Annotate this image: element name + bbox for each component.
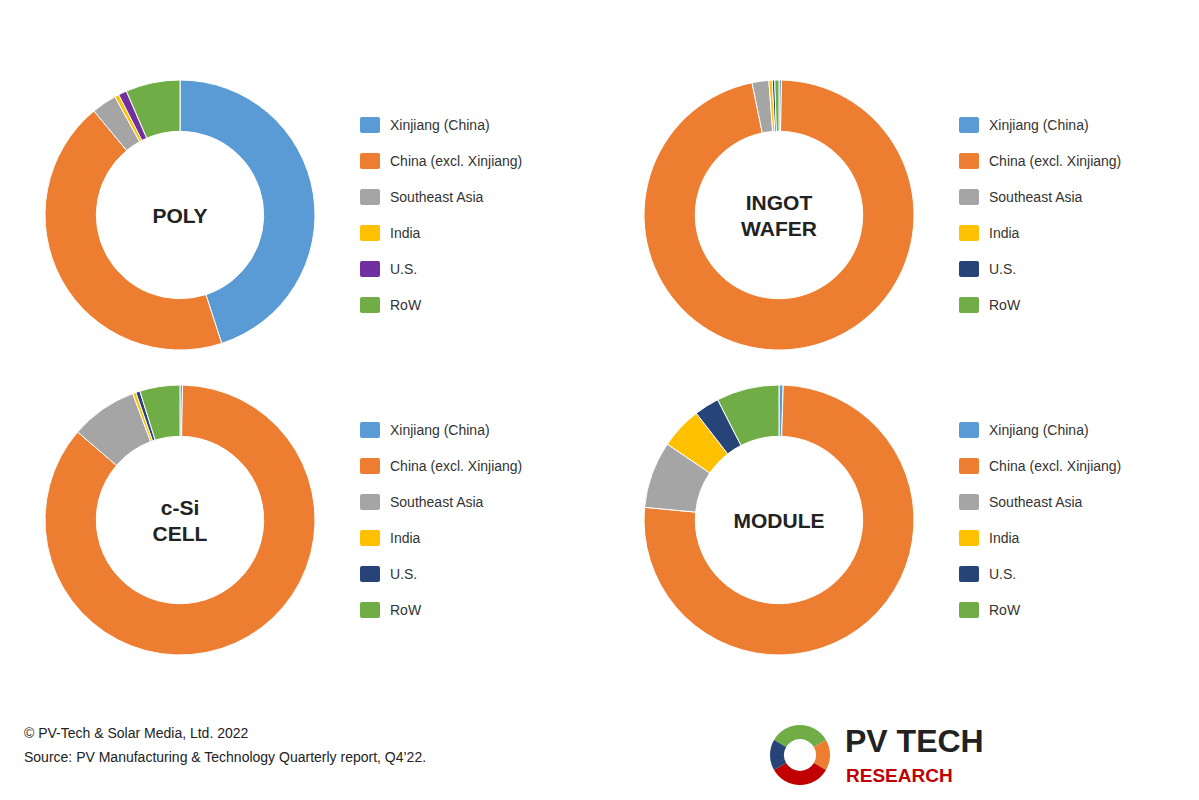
legend-label: RoW: [390, 602, 422, 618]
legend-label: Xinjiang (China): [390, 422, 490, 438]
donut-chart: POLY: [45, 80, 315, 350]
legend-label: Southeast Asia: [989, 189, 1083, 205]
legend-swatch: [959, 566, 979, 582]
donut-slice: [126, 80, 180, 138]
donut-slice: [45, 111, 222, 350]
footer-text: Source: PV Manufacturing & Technology Qu…: [24, 749, 426, 765]
legend-label: Southeast Asia: [390, 494, 484, 510]
logo-ring: [770, 740, 786, 770]
legend-label: India: [989, 530, 1020, 546]
legend-swatch: [959, 494, 979, 510]
footer: © PV-Tech & Solar Media, Ltd. 2022 Source…: [24, 725, 426, 765]
donut-chart: MODULE: [644, 385, 914, 655]
logo: PV TECH RESEARCH: [770, 723, 984, 786]
chart-title: CELL: [153, 522, 208, 545]
page: POLY Xinjiang (China) China (excl. Xinjian…: [0, 0, 1199, 800]
legend-swatch: [360, 566, 380, 582]
donut-slice: [718, 385, 779, 445]
legend-label: U.S.: [390, 566, 417, 582]
legend-label: Xinjiang (China): [989, 117, 1089, 133]
chart-canvas: POLY Xinjiang (China) China (excl. Xinjian…: [0, 0, 1199, 800]
legend-swatch: [360, 602, 380, 618]
legend-label: U.S.: [989, 261, 1016, 277]
legend-label: U.S.: [390, 261, 417, 277]
chart-title: POLY: [152, 204, 207, 227]
legend-label: RoW: [989, 602, 1021, 618]
legend-label: RoW: [390, 297, 422, 313]
footer-text: © PV-Tech & Solar Media, Ltd. 2022: [24, 725, 249, 741]
legend: Xinjiang (China) China (excl. Xinjiang) So…: [959, 117, 1121, 313]
chart-title: c-Si: [161, 496, 200, 519]
chart-title: WAFER: [741, 217, 817, 240]
legend-label: India: [989, 225, 1020, 241]
legend: Xinjiang (China) China (excl. Xinjiang) So…: [360, 422, 522, 618]
donut-slice: [644, 80, 914, 350]
legend-swatch: [959, 153, 979, 169]
legend-label: Southeast Asia: [989, 494, 1083, 510]
legend-swatch: [360, 189, 380, 205]
logo-text: RESEARCH: [846, 765, 953, 786]
legend-label: India: [390, 530, 421, 546]
legend-swatch: [360, 297, 380, 313]
legend-swatch: [360, 530, 380, 546]
legend-label: India: [390, 225, 421, 241]
donut-slice: [775, 80, 779, 131]
legend-swatch: [360, 494, 380, 510]
chart-title: MODULE: [734, 509, 825, 532]
chart-title: INGOT: [746, 191, 813, 214]
legend: Xinjiang (China) China (excl. Xinjiang) So…: [959, 422, 1121, 618]
legend-swatch: [360, 117, 380, 133]
legend-swatch: [959, 530, 979, 546]
legend-swatch: [959, 458, 979, 474]
donut-chart: c-Si CELL: [45, 385, 315, 655]
legend-label: China (excl. Xinjiang): [989, 458, 1121, 474]
legend-swatch: [959, 261, 979, 277]
legend-swatch: [360, 458, 380, 474]
legend-label: RoW: [989, 297, 1021, 313]
legend: Xinjiang (China) China (excl. Xinjiang) So…: [360, 117, 522, 313]
donut-chart: INGOT WAFER: [644, 80, 914, 350]
donut-slice: [644, 385, 914, 655]
legend-swatch: [959, 189, 979, 205]
logo-ring: [774, 763, 826, 785]
legend-label: China (excl. Xinjiang): [390, 458, 522, 474]
legend-swatch: [959, 297, 979, 313]
legend-swatch: [959, 422, 979, 438]
legend-swatch: [959, 225, 979, 241]
legend-swatch: [360, 422, 380, 438]
legend-swatch: [360, 225, 380, 241]
legend-label: Xinjiang (China): [989, 422, 1089, 438]
legend-label: U.S.: [989, 566, 1016, 582]
legend-label: Southeast Asia: [390, 189, 484, 205]
legend-swatch: [959, 602, 979, 618]
legend-swatch: [360, 261, 380, 277]
donut-slice: [140, 385, 180, 440]
logo-text: PV TECH: [845, 723, 984, 759]
donut-slice: [45, 385, 315, 655]
legend-label: China (excl. Xinjiang): [989, 153, 1121, 169]
legend-swatch: [360, 153, 380, 169]
legend-swatch: [959, 117, 979, 133]
legend-label: Xinjiang (China): [390, 117, 490, 133]
logo-ring: [774, 725, 826, 747]
legend-label: China (excl. Xinjiang): [390, 153, 522, 169]
